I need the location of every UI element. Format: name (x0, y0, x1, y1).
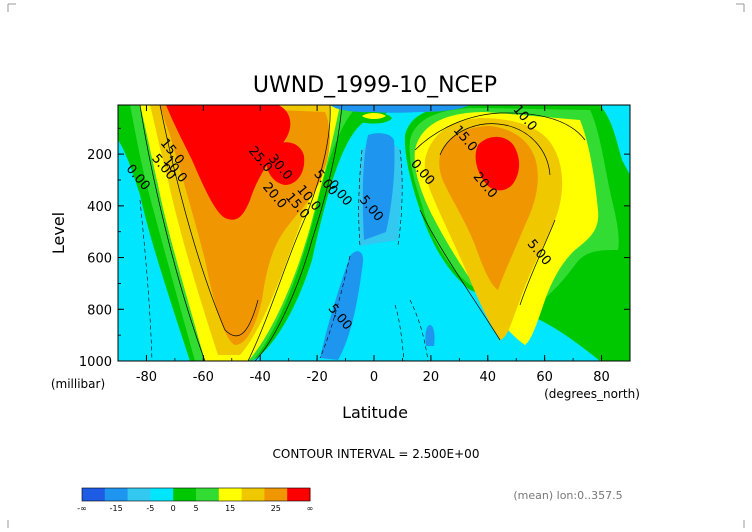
y-units-label: (millibar) (51, 377, 105, 391)
x-tick-label: 0 (370, 370, 378, 385)
colorbar-swatch (264, 488, 288, 501)
x-tick-label: 20 (423, 370, 440, 385)
x-tick-label: 60 (536, 370, 553, 385)
colorbar-label: 0 (171, 504, 176, 513)
sh-band-red-2 (266, 142, 305, 185)
nh-band-red (475, 136, 520, 191)
footer-note: (mean) lon:0..357.5 (513, 489, 622, 502)
y-tick-label: 200 (87, 148, 112, 163)
colorbar-frame (81, 487, 311, 502)
sh-band-red (166, 105, 291, 220)
colorbar-label: 25 (271, 504, 281, 513)
contour-interval-text: CONTOUR INTERVAL = 2.500E+00 (273, 447, 480, 461)
contour-field: 15.05.0010.00.0025.030.020.015.010.05.00… (118, 105, 630, 361)
x-tick-label: -80 (136, 370, 157, 385)
x-tick-label: 80 (593, 370, 610, 385)
top-easterly-band (330, 105, 470, 113)
corner-marks (7, 3, 745, 528)
colorbar-swatch (196, 488, 220, 501)
x-axis: -80 -60 -40 -20 0 20 40 60 80 (117, 105, 631, 385)
colorbar-swatch (241, 488, 265, 501)
negative-contour-lines (139, 149, 429, 361)
x-tick-label: 40 (480, 370, 497, 385)
y-tick-label: 600 (87, 252, 112, 267)
x-tick-label: -60 (193, 370, 214, 385)
colorbar-swatch (104, 488, 129, 501)
y-tick-label: 400 (87, 200, 112, 215)
x-tick-label: -40 (250, 370, 271, 385)
contour-lines (139, 105, 586, 361)
top-yellow-cell (362, 113, 386, 119)
band-neg-strong-2 (320, 251, 364, 360)
colorbar-swatch (150, 488, 174, 501)
colorbar-swatch (218, 488, 243, 501)
colorbar-swatch (287, 488, 311, 501)
colorbar-label: -5 (146, 504, 154, 513)
x-axis-title: Latitude (342, 403, 408, 422)
y-axis-title: Level (49, 212, 68, 254)
colorbar: -∞ -15 -5 0 5 15 25 ∞ (77, 487, 314, 513)
colorbar-swatch (173, 488, 197, 501)
band-neg-strong-3 (425, 324, 435, 346)
y-axis: 200 400 600 800 1000 (79, 127, 630, 370)
colorbar-label: 15 (225, 504, 235, 513)
colorbar-label: -15 (110, 504, 123, 513)
colorbar-label: ∞ (307, 504, 314, 513)
band-neg-strong-1 (362, 133, 395, 240)
x-units-label: (degrees_north) (544, 387, 640, 401)
y-tick-label: 800 (87, 303, 112, 318)
x-tick-label: -20 (306, 370, 327, 385)
colorbar-swatch (127, 488, 151, 501)
colorbar-label: 5 (193, 504, 198, 513)
chart-title: UWND_1999-10_NCEP (253, 73, 497, 98)
colorbar-swatch (82, 488, 106, 501)
y-tick-label: 1000 (79, 355, 112, 370)
colorbar-label: -∞ (77, 504, 87, 513)
